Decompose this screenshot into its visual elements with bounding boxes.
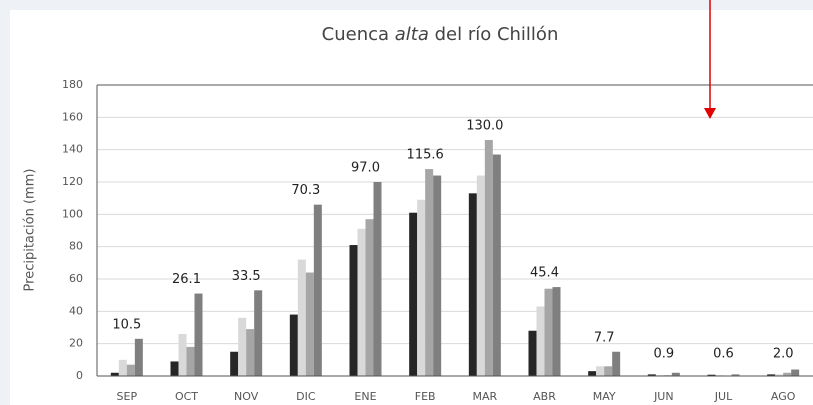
bar (791, 369, 800, 376)
title-part: alta (395, 24, 429, 45)
bar (409, 212, 418, 376)
y-axis-label: Precipitación (mm) (23, 169, 38, 292)
group-label: 45.4 (530, 266, 559, 281)
title-part: del río Chillón (429, 24, 558, 45)
group-label: 70.3 (291, 183, 320, 198)
bar (297, 259, 306, 376)
bar (110, 372, 119, 376)
bar (707, 374, 716, 376)
x-tick-label: JUN (653, 390, 674, 403)
bar (767, 374, 776, 376)
bar (671, 372, 680, 376)
x-tick-label: OCT (175, 390, 198, 403)
x-tick-label: MAY (593, 390, 616, 403)
y-tick-label: 60 (69, 272, 83, 285)
bar (417, 199, 426, 376)
group-label: 115.6 (407, 148, 444, 163)
x-tick-label: NOV (234, 390, 259, 403)
bar (186, 346, 195, 376)
x-tick-label: JUL (714, 390, 733, 403)
bar (289, 314, 298, 376)
bar (476, 175, 485, 376)
bar (425, 169, 434, 376)
bar (365, 219, 374, 376)
bar (126, 364, 135, 376)
y-tick-label: 20 (69, 337, 83, 350)
bar (134, 338, 143, 376)
bar (484, 139, 493, 376)
bar (731, 374, 740, 376)
bar (492, 154, 501, 376)
group-label: 10.5 (112, 317, 141, 332)
bar (552, 287, 561, 376)
bar (468, 193, 477, 376)
y-tick-label: 0 (76, 369, 83, 382)
bar (357, 228, 366, 376)
chart-title: Cuenca alta del río Chillón (322, 24, 559, 45)
bar (612, 351, 621, 376)
bar (588, 371, 597, 376)
group-label: 7.7 (594, 330, 615, 345)
bar (230, 351, 239, 376)
bar (544, 288, 553, 376)
group-label: 33.5 (232, 269, 261, 284)
bar (305, 272, 314, 376)
bar (775, 374, 784, 376)
group-label: 97.0 (351, 161, 380, 176)
bar (170, 361, 179, 376)
bar (604, 366, 613, 376)
y-tick-label: 80 (69, 240, 83, 253)
x-tick-label: ABR (533, 390, 556, 403)
group-label: 130.0 (466, 118, 503, 133)
bar (238, 317, 247, 376)
bar (313, 204, 322, 376)
bar (647, 374, 656, 376)
y-tick-label: 160 (62, 110, 83, 123)
bar (194, 293, 203, 376)
x-tick-label: DIC (296, 390, 316, 403)
title-part: Cuenca (322, 24, 395, 45)
y-tick-label: 40 (69, 304, 83, 317)
x-tick-label: SEP (117, 390, 138, 403)
y-tick-label: 180 (62, 78, 83, 91)
group-label: 2.0 (773, 347, 794, 362)
y-tick-label: 100 (62, 207, 83, 220)
group-label: 0.6 (713, 347, 734, 362)
bar (433, 175, 442, 376)
y-tick-label: 120 (62, 175, 83, 188)
bar (373, 182, 382, 376)
bar (118, 359, 127, 376)
x-tick-label: AGO (771, 390, 796, 403)
bar (246, 329, 255, 376)
bar (528, 330, 537, 376)
arrow-head (704, 108, 716, 119)
group-label: 26.1 (172, 272, 201, 287)
bar (596, 366, 605, 376)
group-label: 0.9 (653, 347, 674, 362)
x-tick-label: FEB (415, 390, 436, 403)
annotation-arrow (704, 0, 716, 119)
bar (254, 290, 263, 376)
bar (349, 245, 358, 376)
x-tick-label: MAR (472, 390, 497, 403)
bar (783, 372, 792, 376)
x-tick-label: ENE (354, 390, 376, 403)
y-tick-label: 140 (62, 143, 83, 156)
bar (178, 333, 187, 376)
bar (536, 306, 545, 376)
